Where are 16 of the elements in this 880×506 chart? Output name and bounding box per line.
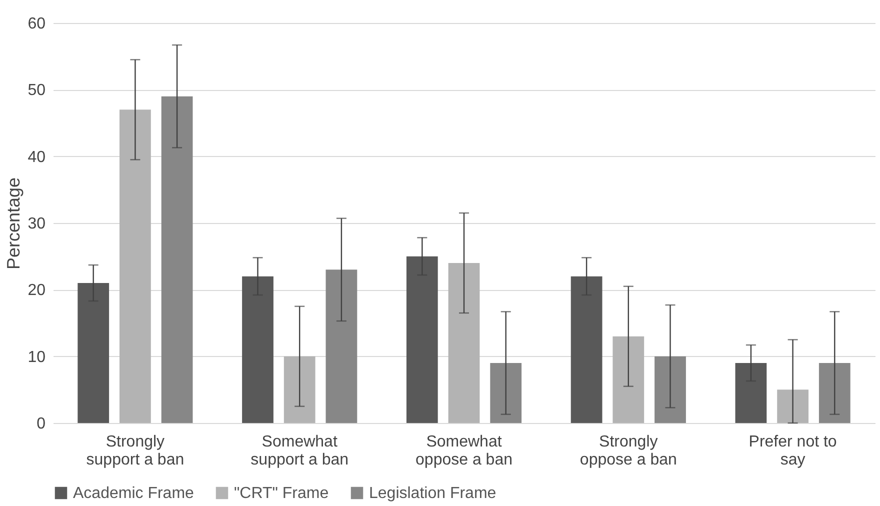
x-tick-label: Somewhat oppose a ban xyxy=(416,434,512,468)
y-tick-label: 40 xyxy=(28,148,46,166)
x-tick-label: Somewhat support a ban xyxy=(250,434,349,468)
x-tick-label: Strongly oppose a ban xyxy=(580,434,677,468)
legend-label: Legislation Frame xyxy=(369,485,496,502)
x-tick-label: Strongly support a ban xyxy=(86,434,184,468)
y-axis-title: Percentage xyxy=(4,177,24,270)
x-tick-label: Prefer not to say xyxy=(748,434,837,468)
legend-label: Academic Frame xyxy=(73,485,194,502)
y-tick-label: 50 xyxy=(28,82,46,100)
y-tick-label: 60 xyxy=(28,16,46,32)
legend-label: "CRT" Frame xyxy=(234,485,329,502)
y-tick-label: 20 xyxy=(28,282,46,300)
y-tick-label: 0 xyxy=(36,416,46,432)
y-tick-label: 30 xyxy=(28,216,46,232)
y-tick-label: 10 xyxy=(28,348,46,366)
